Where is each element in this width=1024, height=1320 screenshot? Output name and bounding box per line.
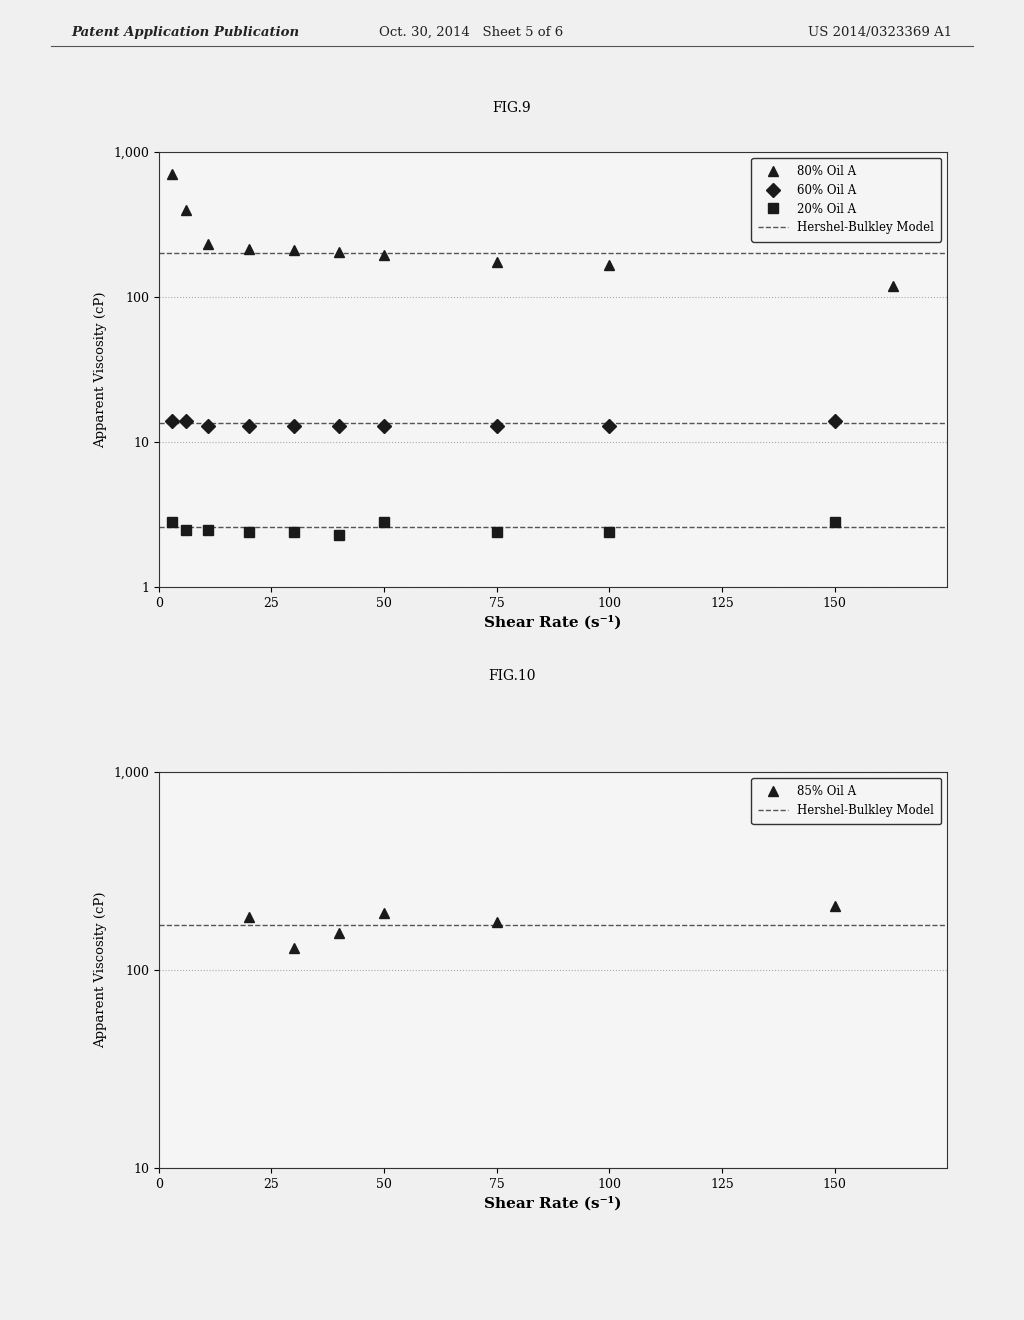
- 20% Oil A: [166, 515, 178, 531]
- Text: Patent Application Publication: Patent Application Publication: [72, 26, 300, 38]
- 60% Oil A: [333, 417, 345, 433]
- 85% Oil A: [333, 924, 345, 940]
- 80% Oil A: [887, 277, 899, 293]
- 80% Oil A: [603, 257, 615, 273]
- 80% Oil A: [378, 247, 390, 263]
- 20% Oil A: [490, 524, 503, 540]
- 85% Oil A: [378, 904, 390, 920]
- 85% Oil A: [828, 899, 841, 915]
- 20% Oil A: [333, 527, 345, 543]
- 60% Oil A: [603, 417, 615, 433]
- X-axis label: Shear Rate (s⁻¹): Shear Rate (s⁻¹): [484, 1196, 622, 1210]
- 60% Oil A: [288, 417, 300, 433]
- 60% Oil A: [166, 413, 178, 429]
- 80% Oil A: [166, 166, 178, 182]
- 20% Oil A: [828, 515, 841, 531]
- Line: 20% Oil A: 20% Oil A: [167, 517, 840, 540]
- 85% Oil A: [490, 915, 503, 931]
- 60% Oil A: [378, 417, 390, 433]
- Line: 60% Oil A: 60% Oil A: [167, 416, 840, 430]
- 60% Oil A: [202, 417, 214, 433]
- Text: Oct. 30, 2014   Sheet 5 of 6: Oct. 30, 2014 Sheet 5 of 6: [379, 26, 563, 38]
- Legend: 80% Oil A, 60% Oil A, 20% Oil A, Hershel-Bulkley Model: 80% Oil A, 60% Oil A, 20% Oil A, Hershel…: [752, 157, 941, 242]
- Line: 80% Oil A: 80% Oil A: [167, 169, 898, 290]
- 80% Oil A: [490, 253, 503, 269]
- 20% Oil A: [202, 521, 214, 537]
- Y-axis label: Apparent Viscosity (cP): Apparent Viscosity (cP): [94, 292, 108, 447]
- 60% Oil A: [243, 417, 255, 433]
- 60% Oil A: [828, 413, 841, 429]
- 80% Oil A: [202, 236, 214, 252]
- 20% Oil A: [179, 521, 191, 537]
- 20% Oil A: [378, 515, 390, 531]
- 60% Oil A: [490, 417, 503, 433]
- Text: US 2014/0323369 A1: US 2014/0323369 A1: [808, 26, 952, 38]
- 80% Oil A: [333, 244, 345, 260]
- 20% Oil A: [243, 524, 255, 540]
- Text: FIG.9: FIG.9: [493, 102, 531, 115]
- Y-axis label: Apparent Viscosity (cP): Apparent Viscosity (cP): [94, 892, 108, 1048]
- Text: FIG.10: FIG.10: [488, 669, 536, 682]
- 60% Oil A: [179, 413, 191, 429]
- X-axis label: Shear Rate (s⁻¹): Shear Rate (s⁻¹): [484, 615, 622, 630]
- 20% Oil A: [288, 524, 300, 540]
- 20% Oil A: [603, 524, 615, 540]
- 80% Oil A: [243, 240, 255, 256]
- Legend: 85% Oil A, Hershel-Bulkley Model: 85% Oil A, Hershel-Bulkley Model: [752, 777, 941, 824]
- Line: 85% Oil A: 85% Oil A: [244, 902, 840, 953]
- 80% Oil A: [179, 202, 191, 218]
- 80% Oil A: [288, 243, 300, 259]
- 85% Oil A: [243, 909, 255, 925]
- 85% Oil A: [288, 940, 300, 956]
